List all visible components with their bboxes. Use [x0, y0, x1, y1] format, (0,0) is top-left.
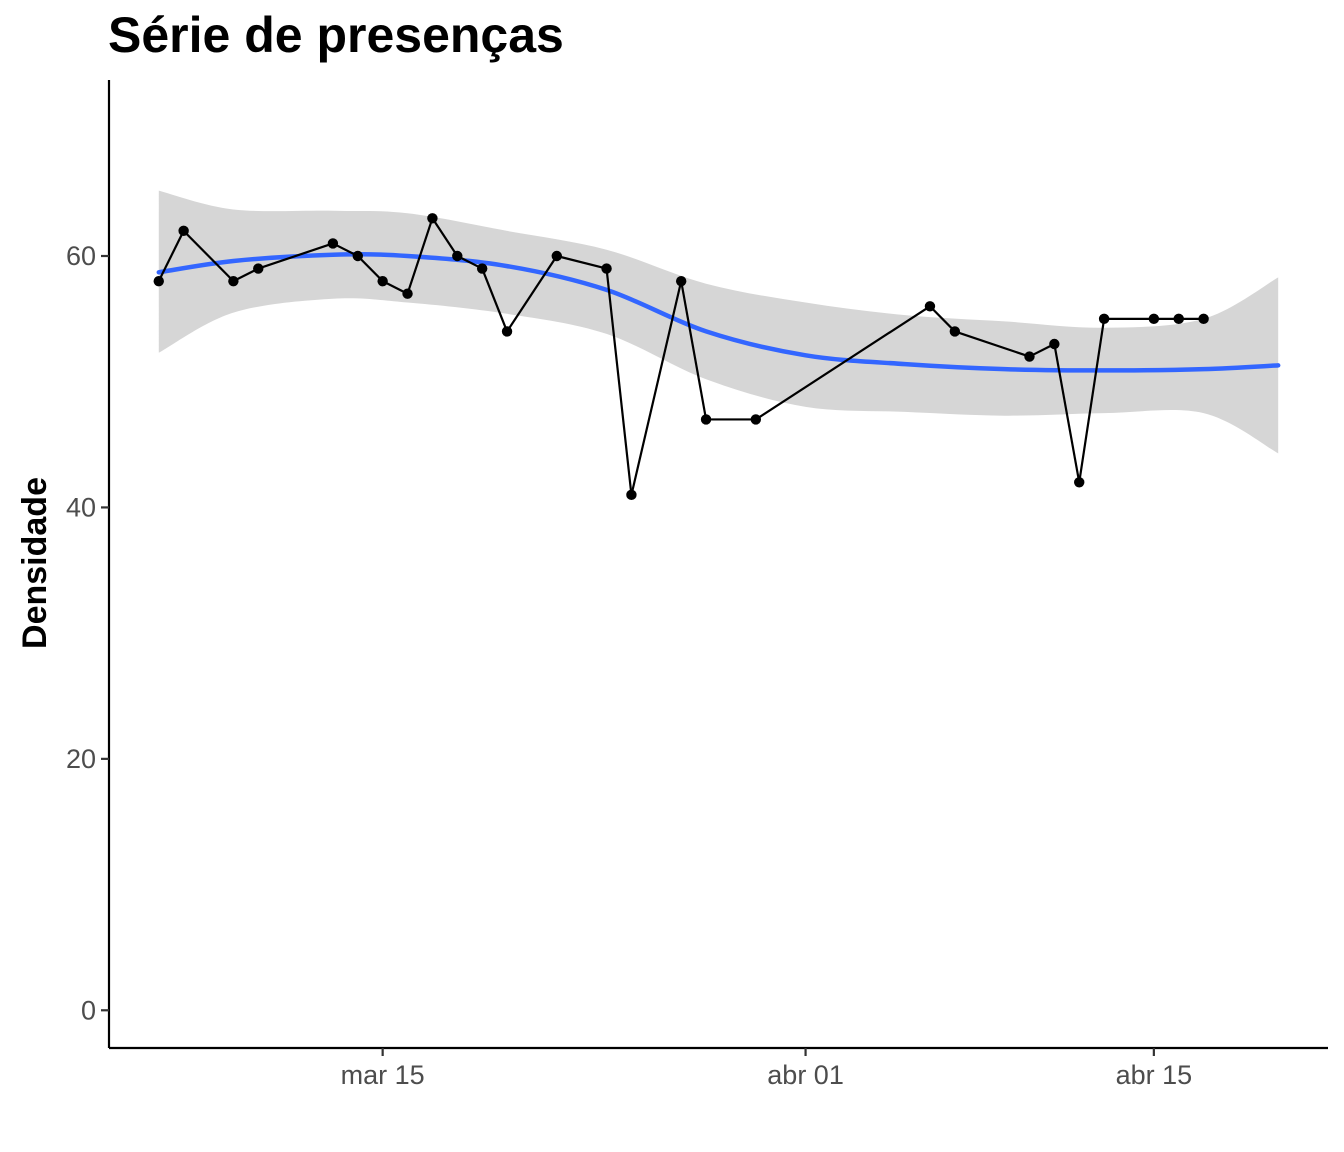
axes-layer: 0 20 40 60 mar 15 abr 01 abr 15 — [66, 80, 1328, 1090]
series-line-segment — [182, 230, 235, 282]
series-line-segment — [954, 330, 1030, 358]
series-line-segment — [556, 254, 607, 270]
data-point — [253, 263, 264, 274]
y-tick-label: 20 — [66, 744, 96, 774]
series-line-segment — [755, 305, 931, 421]
series-line-segment — [1078, 318, 1106, 483]
data-point — [1049, 338, 1060, 350]
series-line-segment — [481, 268, 509, 332]
confidence-band-layer — [158, 190, 1279, 454]
data-point — [675, 275, 687, 287]
series-line-segment — [929, 305, 956, 333]
data-point — [1173, 313, 1184, 325]
data-point — [626, 489, 637, 501]
data-point — [700, 414, 712, 425]
x-tick-label: abr 15 — [1116, 1060, 1193, 1090]
confidence-band — [158, 190, 1279, 454]
x-tick-label: mar 15 — [341, 1060, 425, 1090]
series-line-segment — [506, 255, 558, 333]
data-point — [551, 250, 562, 262]
data-point — [352, 250, 363, 262]
y-tick-label: 40 — [66, 492, 96, 522]
series-line-segment — [605, 268, 633, 495]
x-tick-label: abr 01 — [767, 1060, 844, 1090]
series-line-segment — [406, 217, 434, 295]
smooth-trend-line — [156, 252, 1281, 373]
smooth-line-layer — [156, 252, 1281, 373]
data-point — [1074, 477, 1085, 488]
data-point — [1148, 313, 1160, 325]
data-point — [476, 263, 488, 274]
data-point — [501, 326, 513, 337]
series-line-segment — [157, 230, 185, 282]
y-tick-label: 0 — [81, 995, 96, 1025]
series-line-segment — [680, 280, 708, 420]
series-line-segment — [356, 255, 384, 282]
series-layer — [153, 213, 1209, 501]
data-point — [1098, 313, 1110, 325]
data-point — [1024, 351, 1035, 362]
chart-title: Série de presenças — [108, 7, 564, 63]
series-line-segment — [1053, 343, 1081, 483]
data-point — [949, 326, 961, 337]
data-point — [601, 263, 612, 274]
data-point — [924, 301, 936, 312]
data-point — [427, 213, 438, 224]
series-line-segment — [431, 217, 459, 257]
data-point — [178, 225, 189, 237]
series-line-segment — [257, 242, 334, 270]
data-point — [228, 275, 239, 287]
data-point — [452, 250, 463, 262]
data-point — [377, 275, 388, 287]
series-line-segment — [630, 280, 683, 496]
data-point — [750, 414, 762, 425]
y-tick-label: 60 — [66, 241, 96, 271]
data-point — [153, 275, 164, 287]
y-axis-title: Densidade — [16, 477, 54, 649]
data-point — [327, 238, 339, 249]
data-point — [402, 288, 413, 299]
data-point — [1198, 313, 1209, 325]
